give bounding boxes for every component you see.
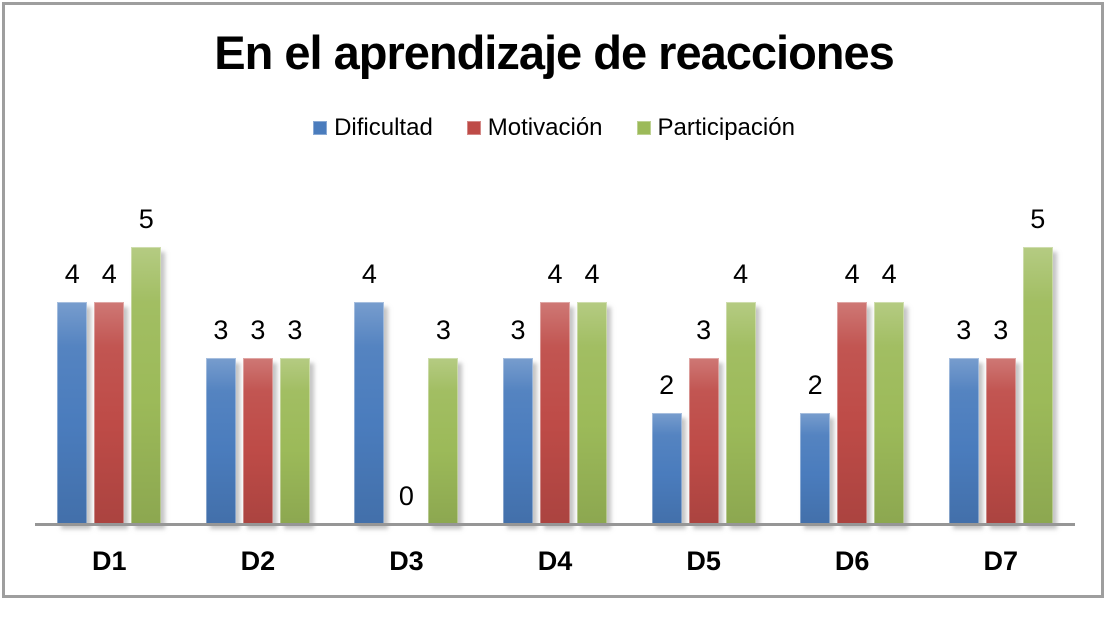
x-axis-label-d4: D4 bbox=[537, 546, 573, 576]
bar-motivacion-d7 bbox=[985, 357, 1016, 524]
data-label-participacion-d7: 5 bbox=[1030, 203, 1046, 234]
data-label-participacion-d5: 4 bbox=[733, 259, 749, 289]
data-label-motivacion-d5: 3 bbox=[696, 314, 712, 345]
bar-slot-participacion-d2: 3 bbox=[279, 239, 310, 524]
bar-dificultad-d4 bbox=[503, 357, 534, 524]
data-label-motivacion-d3: 0 bbox=[398, 481, 414, 511]
bar-dificultad-d3 bbox=[354, 302, 385, 524]
bar-participacion-d4 bbox=[577, 302, 608, 524]
data-label-dificultad-d1: 4 bbox=[64, 259, 80, 289]
legend-item-motivacion: Motivación bbox=[466, 114, 603, 141]
data-label-motivacion-d1: 4 bbox=[101, 259, 117, 289]
bar-dificultad-d5 bbox=[651, 413, 682, 524]
x-axis-label-d7: D7 bbox=[983, 546, 1019, 576]
bar-dificultad-d6 bbox=[800, 413, 831, 524]
data-label-motivacion-d4: 4 bbox=[547, 259, 563, 289]
bar-slot-motivacion-d6: 4 bbox=[837, 239, 868, 524]
bar-slot-dificultad-d5: 2 bbox=[651, 239, 682, 524]
x-axis-label-d3: D3 bbox=[389, 546, 424, 576]
bar-slot-dificultad-d2: 3 bbox=[205, 239, 236, 524]
bar-slot-participacion-d7: 5 bbox=[1022, 205, 1053, 524]
bar-slot-motivacion-d1: 4 bbox=[94, 239, 125, 524]
data-label-participacion-d6: 4 bbox=[881, 259, 897, 289]
legend-item-participacion: Participación bbox=[636, 114, 795, 141]
bar-dificultad-d1 bbox=[57, 302, 88, 524]
x-axis-label-d5: D5 bbox=[686, 546, 721, 576]
bar-participacion-d2 bbox=[279, 357, 310, 524]
data-label-dificultad-d7: 3 bbox=[956, 314, 972, 345]
x-axis-labels: D1 D2 D3 D4 D5 D6 D7 bbox=[35, 546, 1075, 577]
chart-legend: Dificultad Motivación Participación bbox=[0, 116, 1108, 140]
bar-motivacion-d2 bbox=[242, 357, 273, 524]
data-label-participacion-d3: 3 bbox=[435, 314, 451, 345]
legend-label-motivacion: Motivación bbox=[487, 114, 603, 141]
data-label-dificultad-d4: 3 bbox=[510, 314, 526, 345]
bar-dificultad-d2 bbox=[205, 357, 236, 524]
data-label-participacion-d4: 4 bbox=[584, 259, 600, 289]
bar-motivacion-d6 bbox=[837, 302, 868, 524]
bar-slot-dificultad-d3: 4 bbox=[354, 239, 385, 524]
x-axis-label-d6: D6 bbox=[834, 546, 870, 576]
bar-slot-participacion-d1: 5 bbox=[131, 205, 162, 524]
bar-group-d3: 4 0 3 bbox=[332, 239, 481, 524]
x-axis-line bbox=[35, 523, 1075, 526]
data-label-dificultad-d5: 2 bbox=[659, 370, 675, 400]
bar-motivacion-d5 bbox=[688, 357, 719, 524]
data-label-motivacion-d6: 4 bbox=[844, 259, 860, 289]
bar-slot-participacion-d5: 4 bbox=[725, 239, 756, 524]
legend-swatch-icon-dificultad bbox=[313, 121, 328, 135]
bar-motivacion-d1 bbox=[94, 302, 125, 524]
data-label-motivacion-d2: 3 bbox=[250, 314, 266, 345]
data-label-dificultad-d6: 2 bbox=[807, 370, 823, 400]
bar-motivacion-d4 bbox=[540, 302, 571, 524]
x-axis-label-d2: D2 bbox=[240, 546, 276, 576]
bar-slot-dificultad-d6: 2 bbox=[800, 239, 831, 524]
bar-slot-dificultad-d4: 3 bbox=[503, 239, 534, 524]
bar-participacion-d1 bbox=[131, 246, 162, 524]
x-axis-label-d1: D1 bbox=[92, 546, 127, 576]
data-label-motivacion-d7: 3 bbox=[993, 314, 1009, 345]
bar-slot-motivacion-d4: 4 bbox=[540, 239, 571, 524]
data-label-dificultad-d2: 3 bbox=[213, 314, 229, 345]
bar-participacion-d5 bbox=[725, 302, 756, 524]
bar-slot-motivacion-d3: 0 bbox=[391, 239, 421, 524]
bar-participacion-d6 bbox=[874, 302, 905, 524]
chart-title: En el aprendizaje de reacciones bbox=[214, 26, 895, 79]
bar-slot-participacion-d6: 4 bbox=[874, 239, 905, 524]
bar-participacion-d3 bbox=[428, 357, 459, 524]
bar-slot-participacion-d4: 4 bbox=[577, 239, 608, 524]
bar-slot-dificultad-d1: 4 bbox=[57, 239, 88, 524]
bar-slot-motivacion-d5: 3 bbox=[688, 239, 719, 524]
legend-swatch-icon-participacion bbox=[636, 121, 651, 135]
legend-swatch-icon-motivacion bbox=[466, 121, 481, 135]
data-label-dificultad-d3: 4 bbox=[361, 259, 377, 289]
bar-slot-motivacion-d2: 3 bbox=[242, 239, 273, 524]
bar-slot-dificultad-d7: 3 bbox=[948, 239, 979, 524]
data-label-participacion-d1: 5 bbox=[138, 203, 154, 234]
bar-slot-motivacion-d7: 3 bbox=[985, 239, 1016, 524]
bar-participacion-d7 bbox=[1022, 246, 1053, 524]
data-label-participacion-d2: 3 bbox=[287, 314, 303, 345]
legend-label-participacion: Participación bbox=[657, 114, 795, 141]
legend-label-dificultad: Dificultad bbox=[334, 114, 433, 141]
legend-item-dificultad: Dificultad bbox=[313, 116, 433, 140]
bar-slot-participacion-d3: 3 bbox=[428, 239, 459, 524]
bar-dificultad-d7 bbox=[948, 357, 979, 524]
